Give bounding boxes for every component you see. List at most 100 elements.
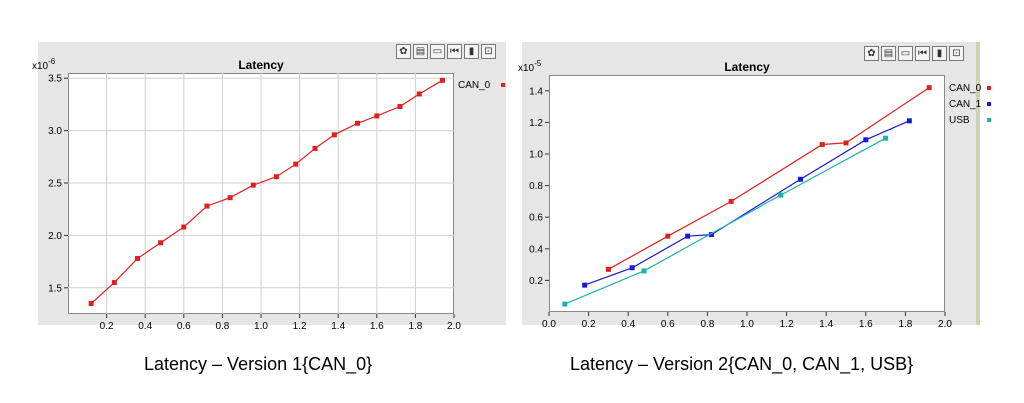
x-tick-label: 0.0 xyxy=(542,319,556,330)
latency-chart-version-1: Latency x10-6 0.2 0.4 0.6 0.8 1.0 1.2 1.4 1.6 1.8 2… xyxy=(32,57,505,332)
x-tick-label: 0.2 xyxy=(100,321,114,332)
x-tick-label: 0.4 xyxy=(621,319,635,330)
data-point-can-0 xyxy=(331,132,337,138)
latency-chart-version-2: Latency x10-5 0.0 0.2 0.4 0.6 0.8 1.0 1.2 1.4 1.6 1… xyxy=(518,59,991,330)
legend-label: CAN_0 xyxy=(949,83,982,94)
series-line-can-0 xyxy=(608,87,930,270)
data-point-can-0 xyxy=(397,104,403,110)
data-point-can-0 xyxy=(355,120,360,126)
data-point-can-0 xyxy=(111,280,117,286)
y-tick-label: 0.6 xyxy=(529,213,543,224)
legend-marker xyxy=(987,102,991,106)
x-tick-label: 1.6 xyxy=(859,319,873,330)
data-point-can-0 xyxy=(819,142,825,148)
data-point-usb xyxy=(883,135,889,141)
chart-caption: Latency – Version 1{CAN_0} xyxy=(144,354,373,374)
zoom-fit-icon[interactable]: ⊡ xyxy=(481,44,496,59)
data-point-can-0 xyxy=(204,203,210,209)
x-tick-label: 1.8 xyxy=(898,319,912,330)
data-point-can-0 xyxy=(181,224,187,230)
data-point-can-1 xyxy=(863,137,869,143)
plot-area xyxy=(549,75,945,312)
legend-marker xyxy=(987,86,991,90)
x-tick-label: 1.0 xyxy=(254,321,268,332)
y-tick-label: 1.2 xyxy=(529,118,543,129)
first-page-icon[interactable]: ⏮ xyxy=(447,44,462,59)
y-tick-label: 1.4 xyxy=(529,86,543,97)
print-icon[interactable]: ▭ xyxy=(430,44,445,59)
x-tick-label: 1.0 xyxy=(740,319,754,330)
data-point-can-1 xyxy=(797,176,803,182)
x-tick-label: 2.0 xyxy=(938,319,952,330)
y-tick-label: 2.5 xyxy=(48,179,62,190)
legend-marker xyxy=(501,83,505,87)
save-icon[interactable]: ▤ xyxy=(413,44,428,59)
palette-icon[interactable]: ✿ xyxy=(396,44,411,59)
legend-label: USB xyxy=(949,115,970,126)
x-tick-label: 1.8 xyxy=(408,321,422,332)
data-point-can-0 xyxy=(293,161,299,167)
x-tick-label: 0.2 xyxy=(582,319,596,330)
y-tick-label: 2.0 xyxy=(48,231,62,242)
data-point-can-1 xyxy=(685,233,691,239)
chart-export-icon[interactable]: ▮ xyxy=(932,46,947,61)
data-point-can-0 xyxy=(605,266,611,272)
data-point-can-0 xyxy=(439,77,445,83)
y-tick-label: 0.8 xyxy=(529,181,543,192)
legend-marker xyxy=(987,118,991,122)
data-point-can-0 xyxy=(134,255,140,261)
data-point-can-1 xyxy=(708,232,714,238)
series-line-usb xyxy=(564,137,886,305)
first-page-icon[interactable]: ⏮ xyxy=(915,46,930,61)
x-tick-label: 1.2 xyxy=(293,321,307,332)
data-point-usb xyxy=(778,192,784,198)
x-tick-label: 1.4 xyxy=(331,321,345,332)
chart-export-icon[interactable]: ▮ xyxy=(464,44,479,59)
data-point-can-0 xyxy=(250,182,256,188)
x-tick-label: 0.8 xyxy=(215,321,229,332)
chart-toolbar: ✿ ▤ ▭ ⏮ ▮ ⊡ xyxy=(864,46,964,61)
zoom-fit-icon[interactable]: ⊡ xyxy=(949,46,964,61)
chart-title: Latency xyxy=(724,60,770,74)
data-point-usb xyxy=(641,268,647,274)
data-point-can-1 xyxy=(906,118,912,124)
series-line-can-0 xyxy=(90,79,443,304)
y-exponent-label: x10-5 xyxy=(518,59,542,74)
data-point-can-1 xyxy=(582,282,588,288)
chart-caption: Latency – Version 2{CAN_0, CAN_1, USB} xyxy=(570,354,914,374)
data-point-can-1 xyxy=(629,265,635,271)
x-tick-label: 0.4 xyxy=(138,321,152,332)
data-point-can-0 xyxy=(416,91,422,97)
data-point-can-0 xyxy=(88,301,94,307)
print-icon[interactable]: ▭ xyxy=(898,46,913,61)
x-tick-label: 0.8 xyxy=(700,319,714,330)
data-point-can-0 xyxy=(728,198,734,204)
data-point-can-0 xyxy=(227,195,233,201)
window-edge xyxy=(976,42,980,325)
series-line-can-1 xyxy=(584,120,910,286)
palette-icon[interactable]: ✿ xyxy=(864,46,879,61)
x-tick-label: 0.6 xyxy=(177,321,191,332)
x-tick-label: 2.0 xyxy=(447,321,461,332)
chart-panel-version-1: ✿ ▤ ▭ ⏮ ▮ ⊡ Latency x10-6 0.2 0.4 0.6 0.8 1.0 1.2 1.4… xyxy=(32,42,506,332)
y-tick-label: 1.5 xyxy=(48,283,62,294)
chart-panel-version-2: ✿ ▤ ▭ ⏮ ▮ ⊡ Latency x10-5 0.0 0.2 0.4 0.6 0.8 1.0 1.2… xyxy=(518,42,991,330)
x-tick-label: 0.6 xyxy=(661,319,675,330)
data-point-can-0 xyxy=(665,233,671,239)
data-point-can-0 xyxy=(926,85,932,91)
data-point-can-0 xyxy=(843,140,849,146)
chart-title: Latency xyxy=(238,58,284,72)
chart-toolbar: ✿ ▤ ▭ ⏮ ▮ ⊡ xyxy=(396,44,496,59)
data-point-can-0 xyxy=(158,240,164,246)
x-tick-label: 1.6 xyxy=(370,321,384,332)
y-tick-label: 3.0 xyxy=(48,126,62,137)
legend-label: CAN_0 xyxy=(458,80,491,91)
y-tick-label: 0.4 xyxy=(529,244,543,255)
legend-label: CAN_1 xyxy=(949,99,982,110)
data-point-can-0 xyxy=(374,113,380,119)
x-tick-label: 1.2 xyxy=(780,319,794,330)
x-tick-label: 1.4 xyxy=(819,319,833,330)
y-tick-label: 0.2 xyxy=(529,276,543,287)
save-icon[interactable]: ▤ xyxy=(881,46,896,61)
data-point-can-0 xyxy=(312,145,318,151)
